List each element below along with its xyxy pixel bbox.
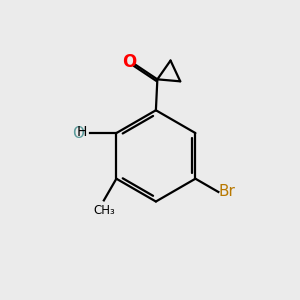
Text: Br: Br [218, 184, 235, 200]
Text: H: H [76, 125, 87, 140]
Text: O: O [73, 126, 85, 141]
Text: CH₃: CH₃ [93, 204, 115, 217]
Text: O: O [122, 53, 136, 71]
